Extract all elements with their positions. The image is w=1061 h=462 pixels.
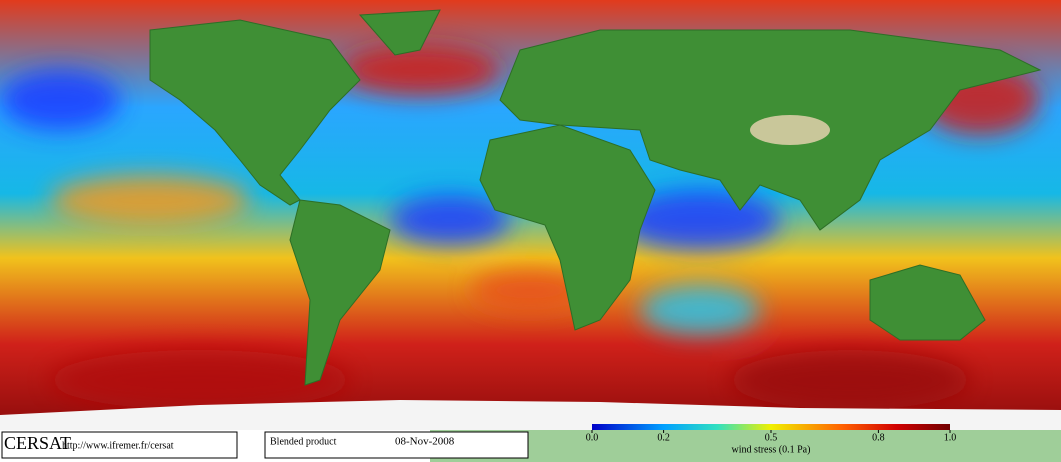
logo-box xyxy=(1,431,238,459)
date: 08-Nov-2008 xyxy=(395,436,455,448)
logo: CERSAT xyxy=(4,433,71,453)
colorbar-label: wind stress (0.1 Pa) xyxy=(732,444,811,455)
colorbar-tick-label: 0.8 xyxy=(872,432,885,443)
info-box xyxy=(264,431,529,459)
south-america xyxy=(289,199,391,386)
colorbar-tick-label: 0.5 xyxy=(765,432,778,443)
greenland xyxy=(358,9,441,56)
colorbar-tick-label: 0.0 xyxy=(586,432,599,443)
colorbar-tick-label: 1.0 xyxy=(944,432,957,443)
colorbar xyxy=(592,424,950,430)
colorbar-tick-label: 0.2 xyxy=(657,432,670,443)
footer-land xyxy=(430,430,1061,462)
url: http://www.ifremer.fr/cersat xyxy=(62,440,174,451)
product: Blended product xyxy=(270,436,337,447)
australia xyxy=(869,264,986,341)
tibet xyxy=(750,115,830,145)
africa xyxy=(479,124,656,331)
